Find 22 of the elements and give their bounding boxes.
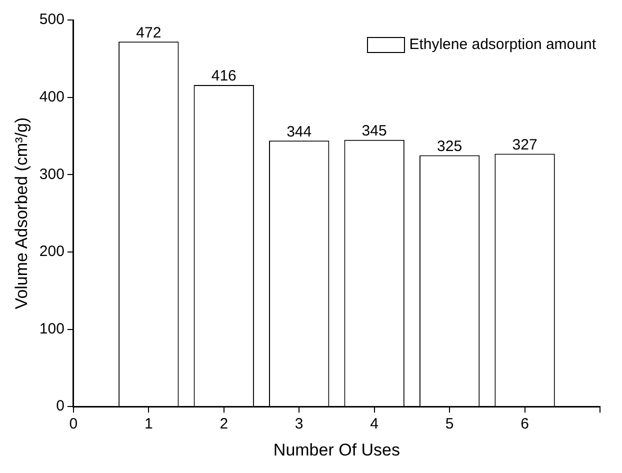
x-axis-title: Number Of Uses xyxy=(273,440,400,460)
data-label: 344 xyxy=(286,123,312,140)
y-tick-label: 200 xyxy=(39,243,64,260)
y-tick-label: 500 xyxy=(39,11,64,28)
x-tick-label: 4 xyxy=(370,416,378,433)
x-tick-label: 0 xyxy=(69,416,78,433)
data-label: 327 xyxy=(512,136,538,154)
data-label: 416 xyxy=(211,68,236,85)
x-tick-label: 5 xyxy=(445,416,454,433)
x-tick-label: 6 xyxy=(520,416,529,433)
y-axis-title: Volume Adsorbed (cm³/g) xyxy=(12,117,31,310)
data-label: 325 xyxy=(437,138,462,155)
data-label: 472 xyxy=(136,24,162,42)
text: Ethylene adsorption amount xyxy=(409,36,596,53)
x-tick-label: 3 xyxy=(294,416,304,433)
x-tick-label: 1 xyxy=(144,416,153,433)
y-tick-label: 0 xyxy=(56,398,64,415)
y-tick-label: 400 xyxy=(39,88,64,106)
y-tick-label: 100 xyxy=(39,320,64,338)
y-tick-label: 300 xyxy=(39,166,64,183)
data-label: 345 xyxy=(362,122,387,140)
x-tick-label: 2 xyxy=(220,416,228,433)
